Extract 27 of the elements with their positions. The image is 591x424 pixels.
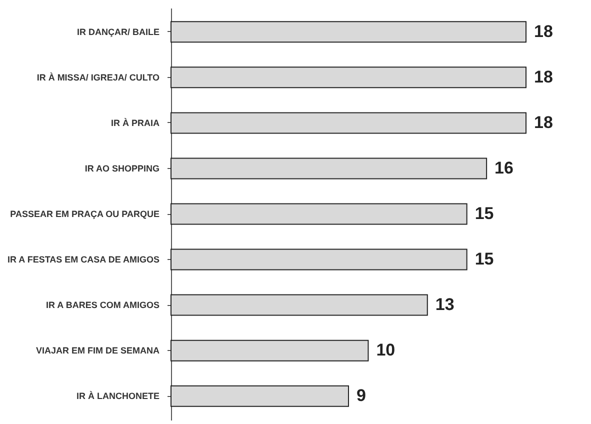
bar [170,248,468,270]
y-tick-label: VIAJAR EM FIM DE SEMANA [36,346,160,356]
bar [170,340,369,362]
data-label: 18 [534,67,553,86]
y-tick-label: IR À PRAIA [110,118,160,128]
bar [170,112,526,134]
bar [170,158,488,180]
y-tick-label: PASSEAR EM PRAÇA OU PARQUE [10,209,160,219]
bar [170,203,468,225]
bar [170,66,526,88]
y-tick-label: IR A BARES COM AMIGOS [46,300,160,310]
y-tick-label: IR AO SHOPPING [84,163,160,174]
data-label: 15 [474,250,494,269]
data-label: 16 [494,158,514,178]
y-tick-label: IR À LANCHONETE [76,391,160,402]
bar [170,385,349,407]
data-label: 15 [474,204,494,223]
y-tick-label: IR DANÇAR/ BAILE [77,26,160,37]
data-label: 9 [356,386,366,406]
bar [170,294,428,316]
data-label: 13 [435,295,454,314]
y-tick-label: IR À MISSA/ IGREJA/ CULTO [36,72,160,82]
y-tick-label: IR A FESTAS EM CASA DE AMIGOS [7,254,160,265]
data-label: 18 [534,112,553,132]
data-label: 10 [376,340,396,360]
bar [170,21,526,43]
data-label: 18 [534,22,553,41]
